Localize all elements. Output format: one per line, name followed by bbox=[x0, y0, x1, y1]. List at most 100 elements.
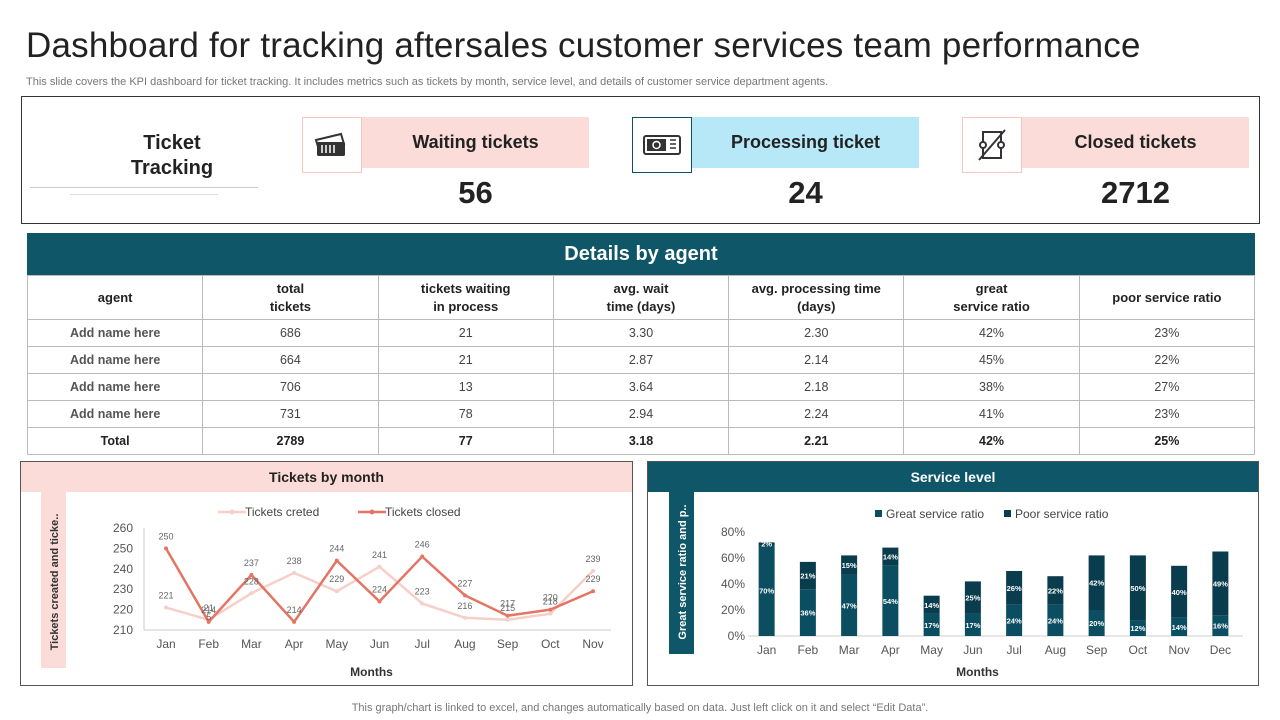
x-tick-label: Feb bbox=[798, 643, 819, 657]
table-total-row: Total 2789 77 3.18 2.21 42% 25% bbox=[26, 427, 1256, 455]
data-label: 250 bbox=[158, 531, 173, 541]
table-cell: 78 bbox=[377, 400, 554, 428]
agent-name-cell: Add name here bbox=[26, 373, 204, 401]
tickets-created-point bbox=[462, 615, 467, 620]
data-label: 5 bbox=[206, 612, 211, 622]
data-label: 224 bbox=[372, 584, 387, 594]
tickets-created-point bbox=[292, 570, 297, 575]
tickets-closed-point bbox=[334, 558, 339, 563]
page-subtitle: This slide covers the KPI dashboard for … bbox=[26, 76, 829, 88]
x-tick-label: Jul bbox=[415, 637, 430, 651]
tickets-created-point bbox=[591, 568, 595, 573]
legend-marker bbox=[369, 509, 375, 515]
tickets-created-point bbox=[334, 589, 339, 594]
x-tick-label: Jun bbox=[963, 643, 982, 657]
agent-name-cell: Add name here bbox=[26, 346, 204, 374]
table-row: Add name here 706 13 3.64 2.18 38% 27% bbox=[26, 373, 1256, 401]
great-service-bar bbox=[964, 613, 981, 636]
great-service-bar bbox=[1006, 604, 1023, 636]
agent-details-table: Details by agent agent total tickets tick… bbox=[26, 233, 1256, 455]
data-label: 214 bbox=[201, 605, 216, 615]
table-cell: 38% bbox=[903, 373, 1080, 401]
x-tick-label: Nov bbox=[582, 637, 603, 651]
table-cell: 22% bbox=[1078, 346, 1256, 374]
data-label: 246 bbox=[415, 540, 430, 550]
data-label: 239 bbox=[585, 554, 600, 564]
table-cell: 731 bbox=[202, 400, 379, 428]
ticket-icon bbox=[302, 117, 362, 173]
table-cell: 41% bbox=[903, 400, 1080, 428]
x-tick-label: Aug bbox=[1045, 643, 1066, 657]
tickets-closed-point bbox=[164, 546, 168, 551]
tickets-closed-point bbox=[377, 599, 382, 604]
great-service-bar bbox=[1047, 604, 1064, 636]
data-label: 223 bbox=[415, 586, 430, 596]
data-label: 49% bbox=[1213, 579, 1228, 588]
data-label: 216 bbox=[457, 601, 472, 611]
data-label: 54% bbox=[883, 597, 898, 606]
column-header: avg. processing time (days) bbox=[728, 275, 905, 320]
table-cell: 23% bbox=[1078, 400, 1256, 428]
x-tick-label: Jan bbox=[156, 637, 175, 651]
kpi-label-waiting: Waiting tickets bbox=[362, 117, 589, 168]
ticket-tracking-heading-line2: Tracking bbox=[130, 157, 214, 179]
column-header: avg. wait time (days) bbox=[552, 275, 730, 320]
poor-service-bar bbox=[882, 547, 899, 566]
footer-note: This graph/chart is linked to excel, and… bbox=[351, 702, 929, 714]
processing-ticket-icon bbox=[632, 117, 692, 173]
table-cell: 2789 bbox=[202, 427, 379, 455]
data-label: 14% bbox=[924, 601, 939, 610]
great-service-bar bbox=[841, 574, 858, 636]
y-tick-label: 220 bbox=[113, 603, 133, 617]
data-label: 17% bbox=[924, 621, 939, 630]
tickets-closed-point bbox=[462, 593, 467, 598]
tickets-closed-point bbox=[591, 589, 595, 594]
y-tick-label: 40% bbox=[721, 577, 745, 591]
y-axis-band bbox=[669, 492, 694, 654]
agent-name-cell: Add name here bbox=[26, 400, 204, 428]
table-cell: 42% bbox=[903, 427, 1080, 455]
great-service-bar bbox=[1212, 615, 1229, 636]
poor-service-bar bbox=[1047, 576, 1064, 605]
y-tick-label: 240 bbox=[113, 562, 133, 576]
x-tick-label: Oct bbox=[541, 637, 560, 651]
data-label: 50% bbox=[1130, 584, 1145, 593]
page-title: Dashboard for tracking aftersales custom… bbox=[26, 26, 1141, 65]
poor-service-bar bbox=[841, 555, 858, 575]
data-label: 16% bbox=[1213, 622, 1228, 631]
table-cell: 3.18 bbox=[552, 427, 730, 455]
divider bbox=[30, 187, 258, 188]
kpi-label-processing: Processing ticket bbox=[692, 117, 919, 168]
y-tick-label: 20% bbox=[721, 603, 745, 617]
table-cell: 77 bbox=[377, 427, 554, 455]
kpi-value-processing: 24 bbox=[788, 175, 823, 210]
y-axis-title: Great service ratio and p.. bbox=[677, 504, 689, 639]
y-tick-label: 60% bbox=[721, 551, 745, 565]
data-label: 220 bbox=[543, 593, 558, 603]
legend-label: Tickets creted bbox=[245, 505, 319, 519]
table-cell: 2.87 bbox=[552, 346, 730, 374]
poor-service-bar bbox=[758, 542, 775, 545]
y-tick-label: 230 bbox=[113, 582, 133, 596]
legend-marker bbox=[229, 509, 235, 515]
y-tick-label: 210 bbox=[113, 623, 133, 637]
poor-service-bar bbox=[799, 561, 816, 590]
table-cell: Total bbox=[26, 427, 204, 455]
x-tick-label: May bbox=[325, 637, 348, 651]
y-axis-title: Tickets created and ticke.. bbox=[49, 514, 61, 651]
table-cell: 2.30 bbox=[728, 319, 905, 347]
legend-swatch bbox=[875, 510, 882, 517]
tickets-closed-point bbox=[292, 619, 297, 624]
great-service-bar bbox=[882, 565, 899, 636]
poor-service-bar bbox=[1006, 571, 1023, 605]
data-label: 21% bbox=[800, 572, 815, 581]
data-label: 70% bbox=[759, 587, 774, 596]
data-label: 47% bbox=[842, 601, 857, 610]
data-label: 24% bbox=[1007, 616, 1022, 625]
table-cell: 2.94 bbox=[552, 400, 730, 428]
column-header: tickets waiting in process bbox=[377, 275, 554, 320]
y-tick-label: 250 bbox=[113, 541, 133, 555]
table-cell: 2.14 bbox=[728, 346, 905, 374]
kpi-value-waiting: 56 bbox=[458, 175, 493, 210]
tickets-created-point bbox=[548, 611, 553, 616]
